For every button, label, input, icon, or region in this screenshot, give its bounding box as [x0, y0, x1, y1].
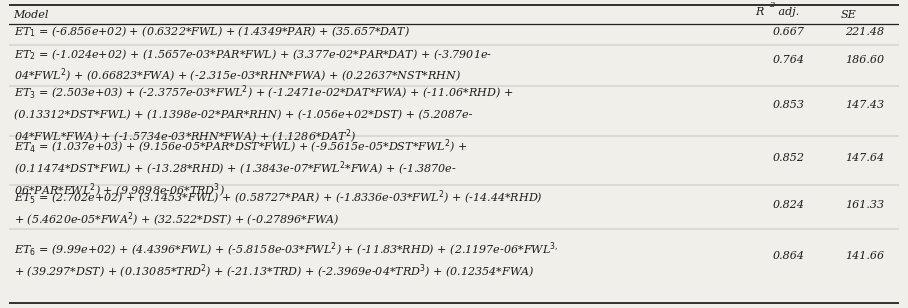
Text: 0.852: 0.852 [773, 153, 804, 163]
Text: ET$_3$ = (2.503e+03) + (-2.3757e-03*FWL$^2$) + (-1.2471e-02*DAT*FWA) + (-11.06*R: ET$_3$ = (2.503e+03) + (-2.3757e-03*FWL$… [14, 84, 513, 102]
Text: (0.11474*DST*FWL) + (-13.28*RHD) + (1.3843e-07*FWL$^2$*FWA) + (-1.3870e-: (0.11474*DST*FWL) + (-13.28*RHD) + (1.38… [14, 160, 457, 178]
Text: + (39.297*DST) + (0.13085*TRD$^2$) + (-21.13*TRD) + (-2.3969e-04*TRD$^3$) + (0.1: + (39.297*DST) + (0.13085*TRD$^2$) + (-2… [14, 263, 534, 281]
Text: 141.66: 141.66 [845, 251, 884, 261]
Text: 221.48: 221.48 [845, 27, 884, 37]
Text: 161.33: 161.33 [845, 200, 884, 210]
Text: ET$_6$ = (9.99e+02) + (4.4396*FWL) + (-5.8158e-03*FWL$^2$) + (-11.83*RHD) + (2.1: ET$_6$ = (9.99e+02) + (4.4396*FWL) + (-5… [14, 241, 558, 259]
Text: 0.864: 0.864 [773, 251, 804, 261]
Text: 186.60: 186.60 [845, 55, 884, 65]
Text: 0.824: 0.824 [773, 200, 804, 210]
Text: + (5.4620e-05*FWA$^2$) + (32.522*DST) + (-0.27896*FWA): + (5.4620e-05*FWA$^2$) + (32.522*DST) + … [14, 211, 339, 229]
Text: (0.13312*DST*FWL) + (1.1398e-02*PAR*RHN) + (-1.056e+02*DST) + (5.2087e-: (0.13312*DST*FWL) + (1.1398e-02*PAR*RHN)… [14, 110, 472, 121]
Text: SE: SE [840, 10, 856, 19]
Text: 2: 2 [769, 2, 775, 10]
Text: 147.43: 147.43 [845, 99, 884, 110]
Text: ET$_4$ = (1.037e+03) + (9.156e-05*PAR*DST*FWL) + (-9.5615e-05*DST*FWL$^2$) +: ET$_4$ = (1.037e+03) + (9.156e-05*PAR*DS… [14, 137, 467, 156]
Text: 0.764: 0.764 [773, 55, 804, 65]
Text: 04*FWL$^2$) + (0.66823*FWA) + (-2.315e-03*RHN*FWA) + (0.22637*NST*RHN): 04*FWL$^2$) + (0.66823*FWA) + (-2.315e-0… [14, 67, 460, 85]
Text: 0.667: 0.667 [773, 27, 804, 37]
Text: 147.64: 147.64 [845, 153, 884, 163]
Text: adj.: adj. [775, 7, 799, 17]
Text: ET$_5$ = (2.702e+02) + (3.1453*FWL) + (0.58727*PAR) + (-1.8336e-03*FWL$^2$) + (-: ET$_5$ = (2.702e+02) + (3.1453*FWL) + (0… [14, 189, 542, 208]
Text: ET$_2$ = (-1.024e+02) + (1.5657e-03*PAR*FWL) + (3.377e-02*PAR*DAT) + (-3.7901e-: ET$_2$ = (-1.024e+02) + (1.5657e-03*PAR*… [14, 47, 491, 62]
Text: Model: Model [14, 10, 49, 19]
Text: 06*PAR*FWL$^2$) + (9.9898e-06*TRD$^3$): 06*PAR*FWL$^2$) + (9.9898e-06*TRD$^3$) [14, 181, 224, 200]
Text: 04*FWL*FWA) + (-1.5734e-03*RHN*FWA) + (1.1286*DAT$^2$): 04*FWL*FWA) + (-1.5734e-03*RHN*FWA) + (1… [14, 128, 356, 146]
Text: ET$_1$ = (-6.856e+02) + (0.6322*FWL) + (1.4349*PAR) + (35.657*DAT): ET$_1$ = (-6.856e+02) + (0.6322*FWL) + (… [14, 25, 410, 39]
Text: 0.853: 0.853 [773, 99, 804, 110]
Text: R: R [755, 7, 763, 17]
